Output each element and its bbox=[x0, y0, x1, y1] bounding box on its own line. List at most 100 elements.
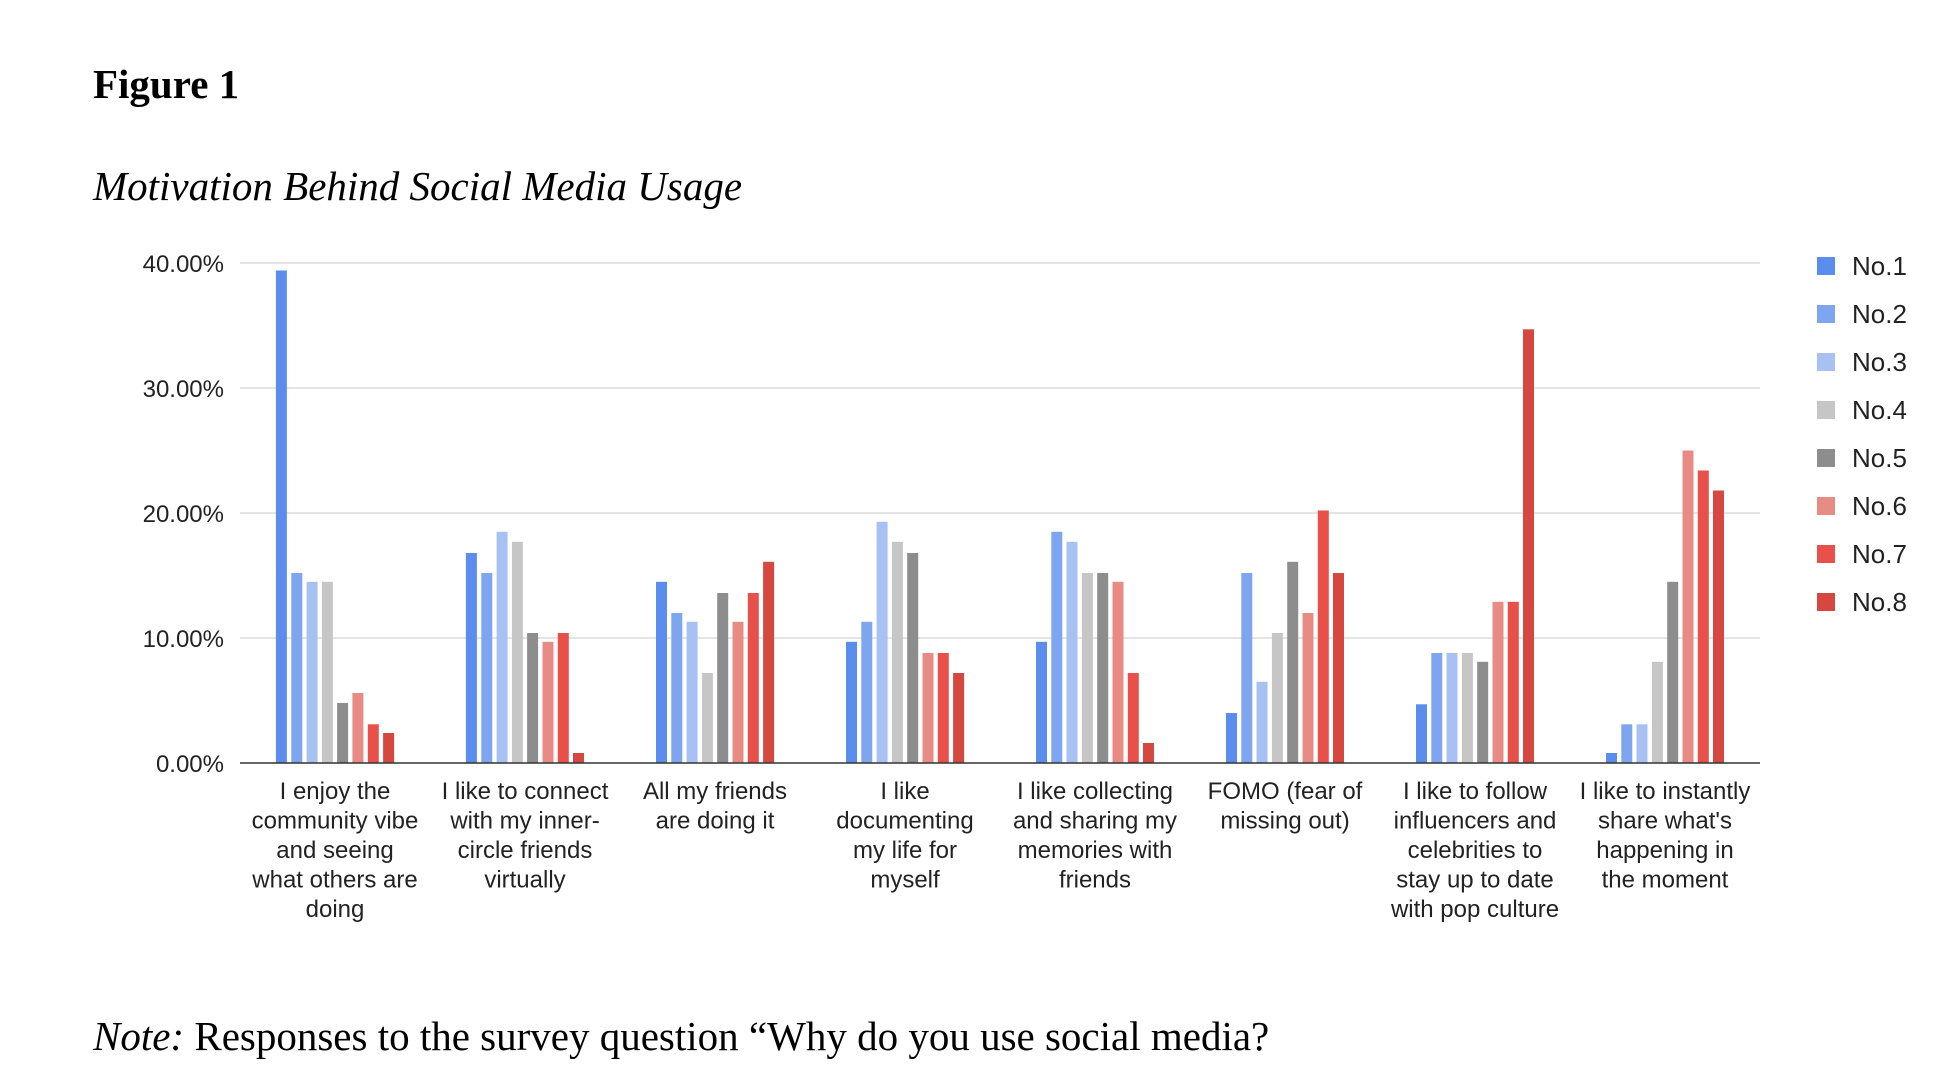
bar-no7 bbox=[747, 593, 759, 763]
bar-no7 bbox=[1317, 510, 1329, 763]
bar-no6 bbox=[1302, 613, 1314, 763]
bar-no3 bbox=[1636, 724, 1648, 764]
y-tick-label: 10.00% bbox=[143, 626, 224, 653]
x-tick-label: I like to follow influencers and celebriti… bbox=[1390, 778, 1559, 923]
bar-no5 bbox=[1667, 581, 1679, 764]
bar-no2 bbox=[1051, 531, 1063, 764]
legend-swatch bbox=[1817, 449, 1835, 467]
bars bbox=[275, 270, 1724, 764]
legend-label: No.4 bbox=[1852, 395, 1907, 425]
bar-no2 bbox=[1431, 653, 1443, 763]
legend-swatch bbox=[1817, 497, 1835, 515]
bar-no6 bbox=[1112, 581, 1124, 764]
bar-no5 bbox=[907, 553, 919, 763]
legend-item: No.5 bbox=[1817, 443, 1907, 473]
bar-no2 bbox=[1241, 573, 1253, 763]
legend-label: No.8 bbox=[1852, 587, 1907, 617]
legend-swatch bbox=[1817, 305, 1835, 323]
bar-no4 bbox=[891, 541, 903, 764]
bar-no8 bbox=[573, 753, 584, 763]
bar-no8 bbox=[1143, 743, 1154, 763]
bar-no4 bbox=[1271, 633, 1283, 763]
bar-no5 bbox=[527, 633, 539, 763]
legend-swatch bbox=[1817, 257, 1835, 275]
note-label: Note: bbox=[93, 1013, 185, 1059]
bar-no7 bbox=[1507, 601, 1519, 764]
legend-label: No.1 bbox=[1852, 251, 1907, 281]
legend-item: No.6 bbox=[1817, 491, 1907, 521]
bar-no3 bbox=[876, 521, 888, 764]
bar-no2 bbox=[861, 621, 873, 764]
x-tick-label: All my friends are doing it bbox=[643, 778, 787, 835]
legend-swatch bbox=[1817, 401, 1835, 419]
bar-no4 bbox=[1081, 573, 1093, 763]
x-axis-category-labels: I enjoy the community vibe and seeing what … bbox=[251, 778, 1750, 923]
bar-no4 bbox=[701, 673, 713, 763]
legend-item: No.8 bbox=[1817, 587, 1907, 617]
y-tick-label: 20.00% bbox=[143, 501, 224, 528]
legend-swatch bbox=[1817, 545, 1835, 563]
bar-no6 bbox=[542, 641, 554, 764]
bar-no8 bbox=[953, 673, 965, 763]
figure-label: Figure 1 bbox=[93, 61, 240, 107]
legend-label: No.6 bbox=[1852, 491, 1907, 521]
legend-item: No.3 bbox=[1817, 347, 1907, 377]
bar-no3 bbox=[1446, 653, 1458, 763]
legend-swatch bbox=[1817, 353, 1835, 371]
bar-no4 bbox=[321, 581, 333, 764]
bar-no8 bbox=[1713, 490, 1724, 763]
bar-no1 bbox=[1226, 713, 1237, 763]
bar-no4 bbox=[1651, 661, 1663, 764]
bar-no5 bbox=[717, 593, 729, 763]
x-tick-label: I like documenting my life for myself bbox=[836, 778, 973, 894]
bar-no4 bbox=[1461, 653, 1473, 763]
legend-label: No.7 bbox=[1852, 539, 1907, 569]
bar-no1 bbox=[465, 553, 477, 763]
bar-no1 bbox=[846, 641, 857, 764]
bar-no5 bbox=[1477, 661, 1489, 764]
x-tick-label: FOMO (fear of missing out) bbox=[1208, 778, 1363, 835]
y-tick-label: 40.00% bbox=[143, 251, 224, 278]
bar-no4 bbox=[511, 541, 523, 764]
legend-item: No.7 bbox=[1817, 539, 1907, 569]
x-tick-label: I like to connect with my inner-circle fr… bbox=[442, 778, 609, 894]
bar-no1 bbox=[1036, 641, 1047, 764]
legend-item: No.4 bbox=[1817, 395, 1907, 425]
y-tick-label: 30.00% bbox=[143, 376, 224, 403]
bar-no8 bbox=[383, 733, 395, 763]
legend-label: No.3 bbox=[1852, 347, 1907, 377]
bar-no5 bbox=[1287, 561, 1299, 764]
figure-title: Motivation Behind Social Media Usage bbox=[93, 163, 743, 209]
bar-no5 bbox=[1097, 573, 1109, 763]
x-tick-label: I like to instantly share what's happening… bbox=[1580, 778, 1751, 894]
bar-no1 bbox=[1606, 753, 1617, 763]
bar-no3 bbox=[1066, 541, 1078, 764]
bar-no6 bbox=[1492, 601, 1504, 764]
bar-no7 bbox=[937, 653, 949, 763]
bar-no8 bbox=[763, 561, 775, 764]
bar-no6 bbox=[922, 653, 934, 763]
bar-no2 bbox=[671, 613, 683, 763]
bar-no3 bbox=[686, 621, 698, 764]
legend-swatch bbox=[1817, 593, 1835, 611]
y-axis-ticks: 0.00% 10.00% 20.00% 30.00% 40.00% bbox=[143, 251, 224, 778]
bar-no2 bbox=[1621, 724, 1633, 764]
bar-no5 bbox=[337, 703, 349, 763]
note-text: Responses to the survey question “Why do… bbox=[184, 1013, 1270, 1059]
legend-item: No.1 bbox=[1817, 251, 1907, 281]
bar-no1 bbox=[1416, 704, 1427, 764]
legend-label: No.2 bbox=[1852, 299, 1907, 329]
bar-no3 bbox=[496, 531, 508, 764]
x-tick-label: I like collecting and sharing my memories … bbox=[1013, 778, 1177, 894]
bar-no7 bbox=[557, 633, 569, 763]
y-tick-label: 0.00% bbox=[156, 751, 224, 778]
x-tick-label: I enjoy the community vibe and seeing what … bbox=[251, 778, 418, 923]
gridlines bbox=[240, 262, 1760, 639]
bar-no8 bbox=[1523, 329, 1534, 764]
legend: No.1 No.2 No.3 No.4 No.5 No.6 No.7 No.8 bbox=[1817, 251, 1907, 617]
bar-no8 bbox=[1333, 573, 1344, 763]
bar-no6 bbox=[732, 621, 744, 764]
bar-no7 bbox=[1697, 470, 1709, 763]
bar-no7 bbox=[367, 724, 379, 764]
